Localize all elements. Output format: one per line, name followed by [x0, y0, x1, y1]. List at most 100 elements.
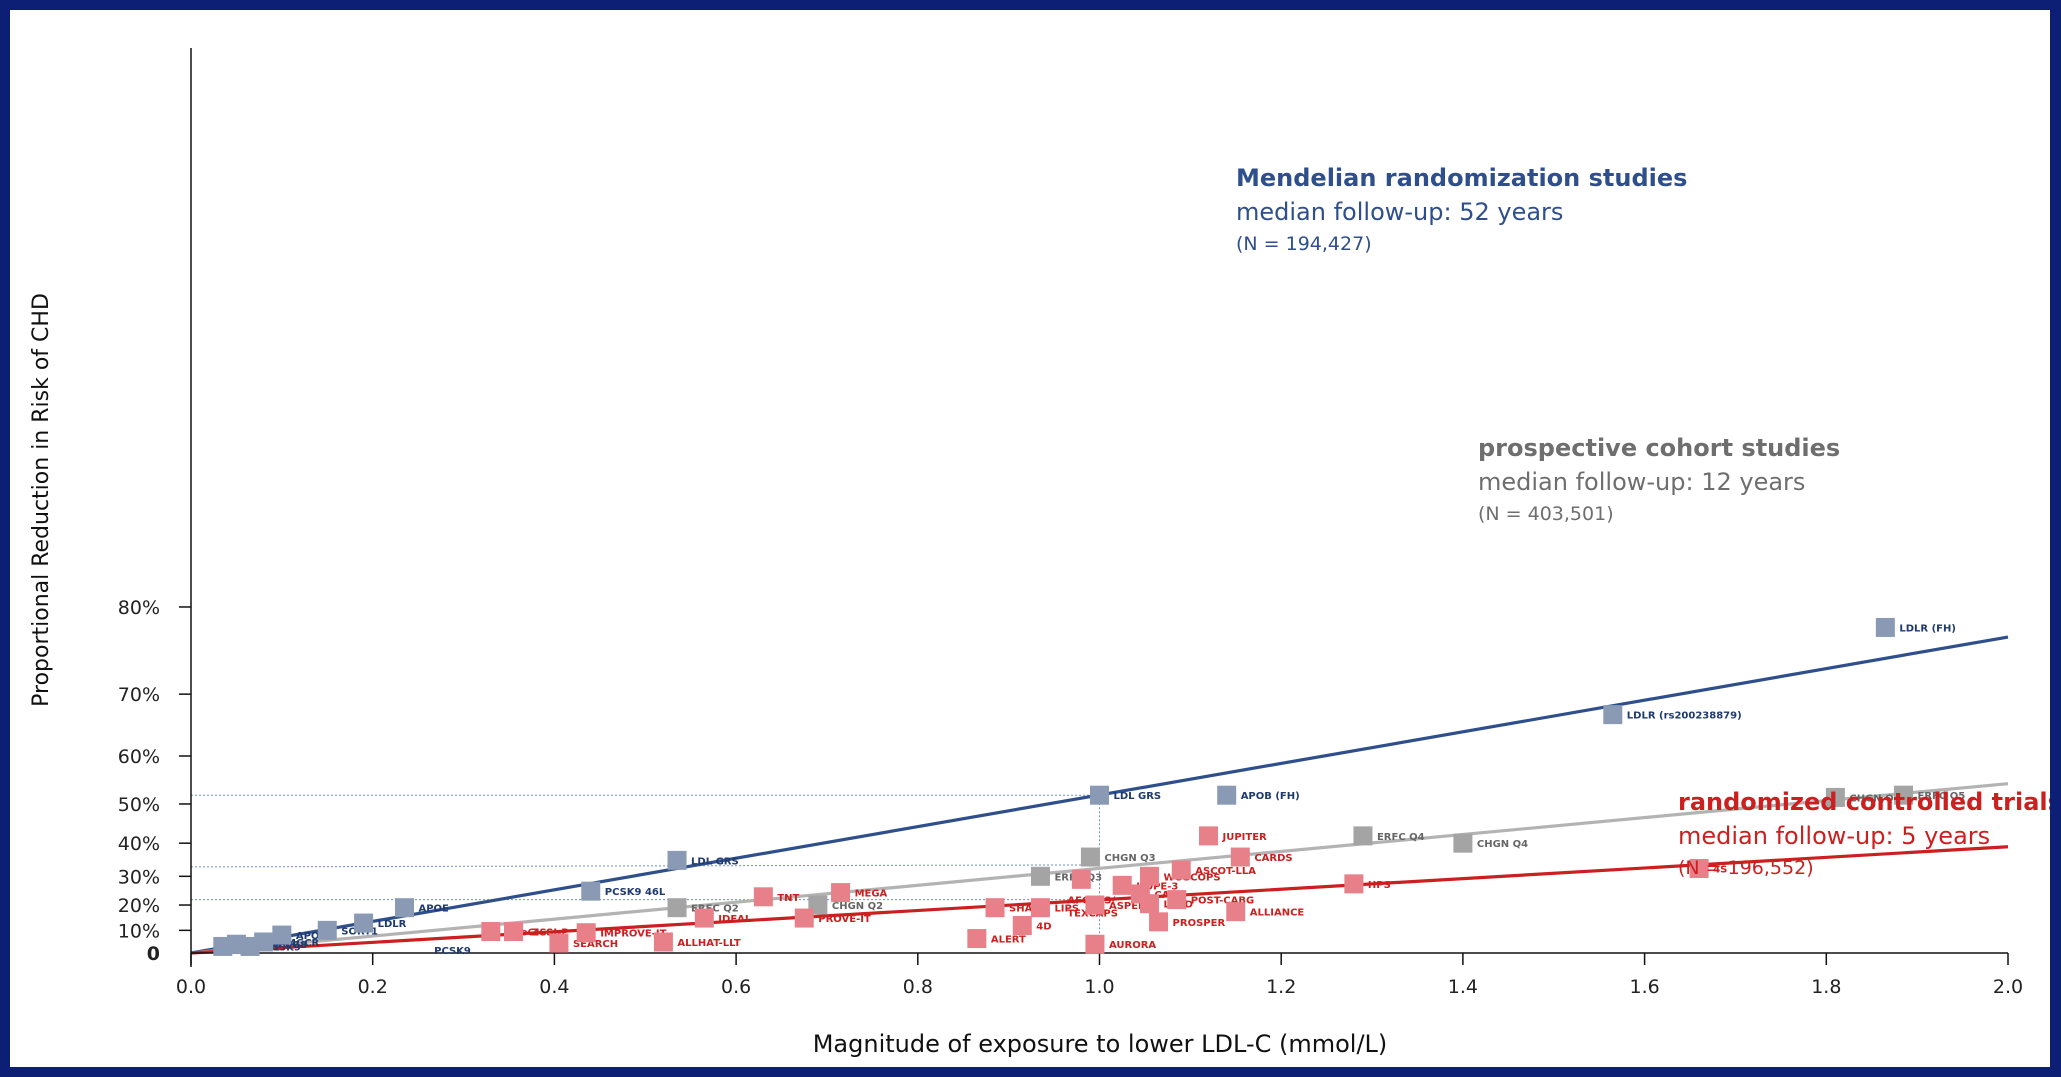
chart: 010% 20% 30% 40% 50% 60% 70% 80% 0.0 0.2 0.4 0.6 0.8… — [29, 48, 2050, 1058]
rct-annotation-followup: median follow-up: 5 years — [1678, 822, 1990, 850]
x-tick-label: 0.2 — [358, 976, 388, 998]
rct-point-label: TNT — [777, 893, 799, 904]
x-tick-label: 0.6 — [721, 976, 751, 998]
rct-point-label: ASCOT-LLA — [1195, 866, 1256, 877]
rct-point — [1344, 874, 1364, 894]
rct-point-label: SEARCH — [573, 939, 618, 950]
rct-point — [549, 933, 569, 953]
y-tick-label: 30% — [118, 866, 160, 888]
rct-point — [694, 908, 714, 928]
rct-point — [481, 922, 501, 942]
y-tick-label: 70% — [118, 684, 160, 706]
cohort-point — [1030, 866, 1050, 886]
rct-point-label: POST-CABG — [1191, 896, 1254, 907]
mr-point-label: HMGCR — [278, 938, 320, 949]
rct-point — [753, 887, 773, 907]
mr-point — [1603, 705, 1623, 725]
y-tick-label: 60% — [118, 746, 160, 768]
rct-point — [576, 923, 596, 943]
mr-point-label: PCSK9 — [434, 946, 471, 957]
mr-point-label: LDLR (rs200238879) — [1627, 711, 1742, 722]
rct-point — [504, 922, 524, 942]
mr-point — [354, 913, 374, 933]
cohort-point — [1080, 847, 1100, 867]
y-tick-label: 50% — [118, 794, 160, 816]
rct-point-label: PROSPER — [1173, 918, 1226, 929]
rct-point — [653, 932, 673, 952]
rct-point-label: JUPITER — [1222, 832, 1268, 843]
mr-point — [254, 932, 274, 952]
mr-point-label: PCSK9 46L — [605, 887, 666, 898]
x-tick-label: 1.4 — [1448, 976, 1478, 998]
mr-annotation-followup: median follow-up: 52 years — [1236, 198, 1563, 226]
chart-frame: 0 10% 20% 30% 40% 50% 60% 70% 80% 0.0 0.2 0.4 0.6 0.8… — [10, 10, 2050, 1067]
reference-line-horizontal — [190, 864, 1100, 868]
rct-point — [1171, 860, 1191, 880]
x-tick-label: 1.6 — [1629, 976, 1659, 998]
rct-point — [1085, 895, 1105, 915]
mr-point — [667, 850, 687, 870]
mr-point-label: APOB — [296, 931, 327, 942]
rct-point-label: GISSI-P — [528, 928, 569, 939]
x-axis-title: Magnitude of exposure to lower LDL-C (mm… — [813, 1030, 1388, 1058]
rct-point-label: 4S — [1713, 864, 1727, 875]
y-tick-label: 80% — [118, 597, 160, 619]
rct-point — [1139, 894, 1159, 914]
rct-point — [831, 883, 851, 903]
rct-point — [1230, 847, 1250, 867]
mr-point-label: LDL GRS — [1114, 791, 1162, 802]
mr-point — [394, 898, 414, 918]
rct-point — [967, 929, 987, 949]
reference-lines — [190, 794, 1100, 953]
mr-point-label: ABCG5/G8 — [250, 940, 307, 951]
cohort-point-label: ERFC Q4 — [1377, 832, 1425, 843]
y-tick-label: 10% — [118, 920, 160, 942]
mr-point — [1090, 785, 1109, 805]
cohort-annotation-title: prospective cohort studies — [1478, 434, 1840, 462]
x-tick-label: 2.0 — [1993, 976, 2023, 998]
cohort-point — [1894, 785, 1914, 805]
rct-point-label: IMPROVE-IT — [600, 929, 666, 940]
mr-point — [317, 920, 337, 940]
x-tick-label: 1.0 — [1084, 976, 1114, 998]
rct-point-label: WOSCOPS — [1163, 872, 1220, 883]
rct-point-label: HOPE-3 — [1136, 881, 1178, 892]
y-axis-title: Proportional Reduction in Risk of CHD — [29, 293, 54, 707]
cohort-point-label: ERFC Q2 — [691, 904, 739, 915]
rct-point-label: IDEAL — [718, 914, 752, 925]
rct-point-label: MEGA — [855, 889, 888, 900]
rct-point-label: LIPS — [1054, 904, 1079, 915]
x-tick-label: 0.8 — [903, 976, 933, 998]
cohort-point-label: CHGN Q2 — [832, 901, 883, 912]
rct-point — [1149, 912, 1169, 932]
mr-point-label: PCSK9 — [264, 942, 301, 953]
rct-annotation-title: randomized controlled trials — [1678, 788, 2050, 816]
x-tick-label: 0.0 — [176, 976, 206, 998]
cohort-point-label: ERFC Q5 — [1918, 791, 1966, 802]
rct-point-label: ALERT — [991, 935, 1026, 946]
y-tick-label: 20% — [118, 895, 160, 917]
rct-point-label: HPS — [1368, 880, 1391, 891]
cohort-annotation-followup: median follow-up: 12 years — [1478, 468, 1805, 496]
mr-point — [581, 881, 601, 901]
rct-point — [1012, 916, 1032, 936]
mr-point — [272, 925, 292, 945]
mr-point-label: LDLR — [378, 919, 407, 930]
mr-point-label: APOE — [418, 904, 449, 915]
rct-point — [1689, 858, 1709, 878]
axes: 010% 20% 30% 40% 50% 60% 70% 80% 0.0 0.2 0.4 0.6 0.8… — [29, 48, 2023, 1058]
cohort-point-label: CHGN Q4 — [1477, 839, 1528, 850]
rct-point — [1167, 890, 1187, 910]
rct-point-label: ALLHAT-LLT — [677, 938, 740, 949]
rct-point — [1139, 866, 1159, 886]
rct-point — [1199, 826, 1219, 846]
cohort-point — [1353, 826, 1373, 846]
mr-point — [1875, 617, 1895, 637]
rct-point — [1030, 898, 1050, 918]
rct-annotation-n: (N = 196,552) — [1678, 857, 1814, 879]
mr-point-label: APOB (FH) — [1241, 791, 1300, 802]
mr-point-label: LDLR (FH) — [1899, 623, 1956, 634]
rct-point-label: PROVE-IT — [818, 914, 871, 925]
cohort-point-label: CHGN Q5 — [1849, 793, 1900, 804]
mr-annotation-n: (N = 194,427) — [1236, 233, 1372, 255]
